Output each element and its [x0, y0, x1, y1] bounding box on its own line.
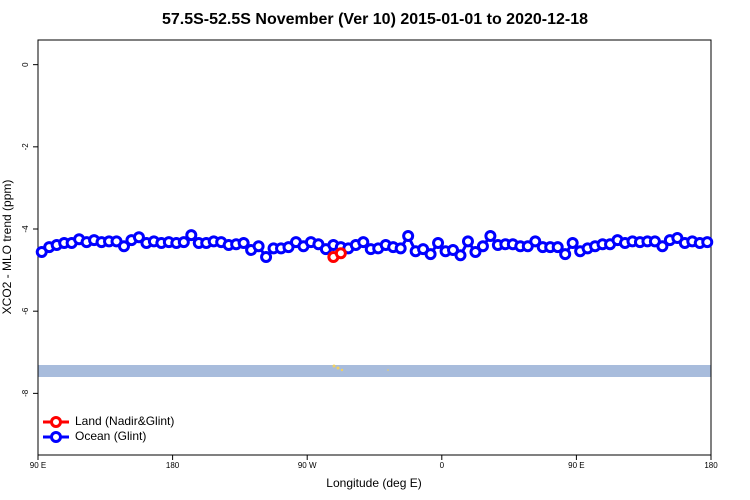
point: [424, 248, 437, 261]
legend-label: Ocean (Glint): [75, 429, 146, 443]
point: [559, 248, 572, 261]
point: [402, 229, 415, 242]
x-tick-label: 180: [704, 461, 718, 470]
legend-marker: [50, 416, 62, 428]
legend-marker: [50, 431, 62, 443]
x-tick-label: 90 E: [568, 461, 584, 470]
y-tick-label: 0: [21, 62, 30, 67]
point: [447, 243, 460, 256]
point: [177, 236, 190, 249]
point: [252, 240, 265, 253]
point: [476, 240, 489, 253]
land-dot: [340, 368, 344, 372]
point: [469, 246, 482, 259]
point: [334, 247, 347, 260]
x-tick-label: 90 W: [298, 461, 317, 470]
x-tick-label: 180: [166, 461, 180, 470]
point: [394, 242, 407, 255]
point: [529, 235, 542, 248]
x-tick-label: 90 E: [30, 461, 46, 470]
point: [260, 250, 273, 263]
land-dot: [387, 369, 389, 371]
point: [461, 235, 474, 248]
point: [185, 229, 198, 242]
point: [237, 236, 250, 249]
y-tick-label: -8: [21, 389, 30, 397]
point: [566, 236, 579, 249]
legend-label: Land (Nadir&Glint): [75, 414, 174, 428]
point: [432, 236, 445, 249]
point: [551, 241, 564, 254]
chart-title: 57.5S-52.5S November (Ver 10) 2015-01-01…: [162, 11, 588, 28]
y-tick-label: -6: [21, 307, 30, 315]
land-dot: [336, 366, 340, 370]
map-strip: [38, 365, 711, 377]
point: [357, 236, 370, 249]
land-dot: [332, 364, 336, 368]
y-tick-label: -2: [21, 143, 30, 151]
point: [454, 249, 467, 262]
point: [132, 231, 145, 244]
point: [656, 240, 669, 253]
point: [117, 240, 130, 253]
point: [484, 229, 497, 242]
y-tick-label: -4: [21, 225, 30, 233]
x-tick-label: 0: [440, 461, 445, 470]
x-axis-label: Longitude (deg E): [326, 476, 421, 490]
point: [701, 236, 714, 249]
y-axis-label: XCO2 - MLO trend (ppm): [0, 180, 14, 315]
